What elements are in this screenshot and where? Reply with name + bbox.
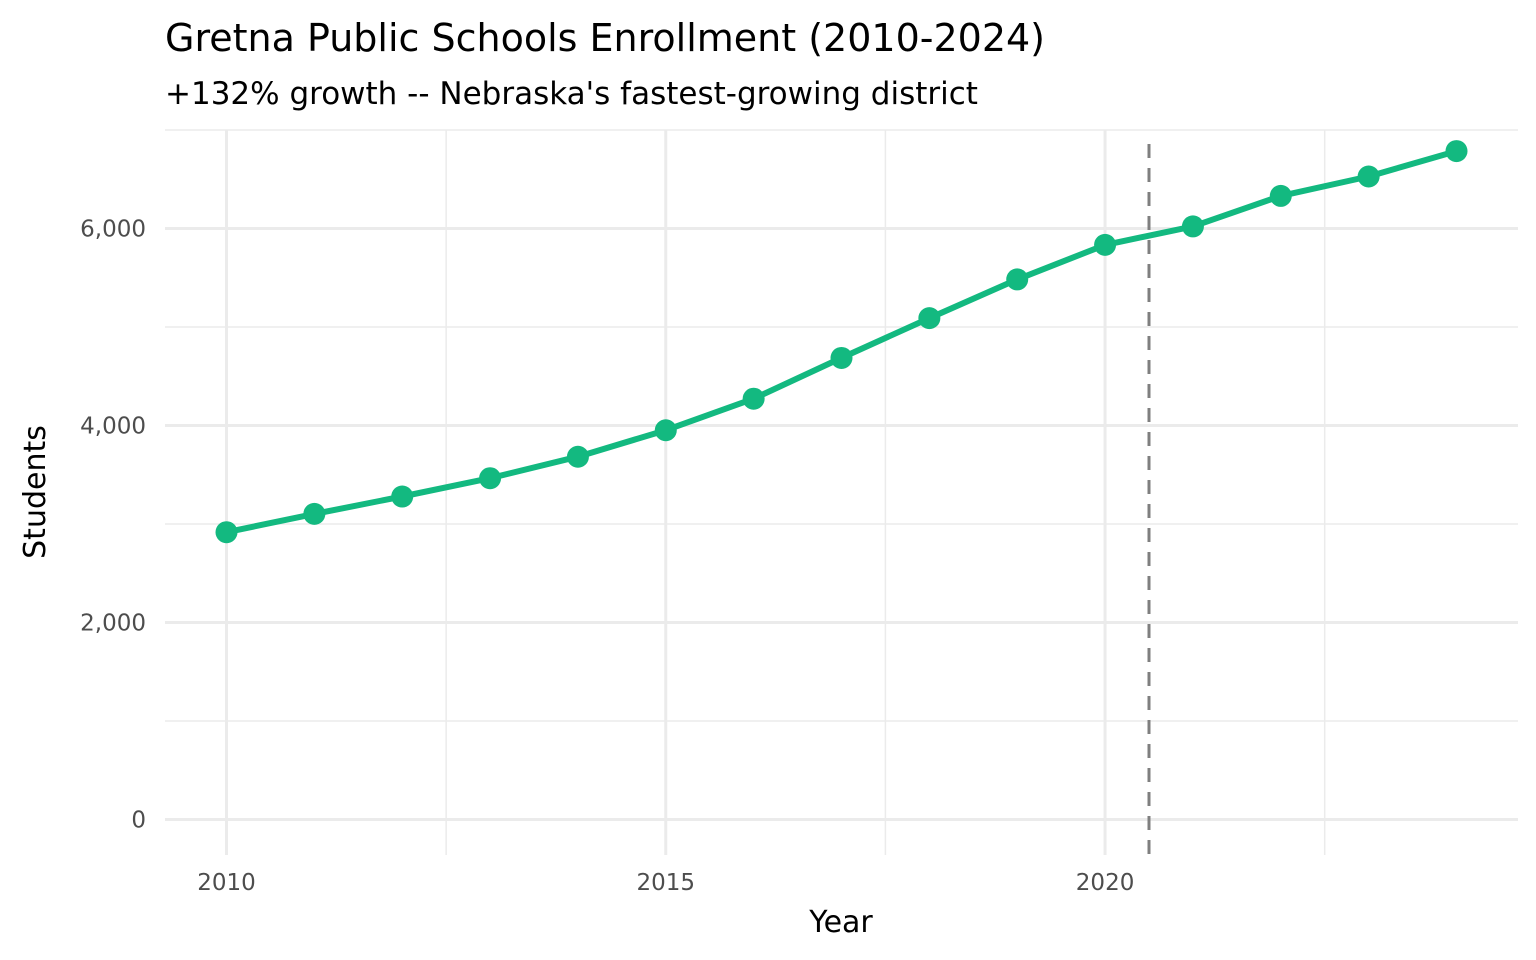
- data-point: [1269, 184, 1292, 207]
- data-point: [918, 307, 941, 330]
- y-tick-label: 2,000: [80, 611, 146, 637]
- data-point: [1445, 140, 1468, 163]
- data-point: [303, 502, 326, 525]
- x-tick-label: 2015: [637, 870, 696, 896]
- y-axis-tick-labels: 0 2,000 4,000 6,000: [80, 217, 146, 834]
- x-tick-label: 2020: [1076, 870, 1135, 896]
- minor-gridlines: [165, 129, 1518, 855]
- major-gridlines: [165, 130, 1518, 855]
- series-line: [223, 148, 1460, 536]
- chart-subtitle: +132% growth -- Nebraska's fastest-growi…: [165, 76, 978, 112]
- x-axis-title: Year: [808, 905, 873, 940]
- y-axis-title: Students: [18, 425, 53, 559]
- data-point: [1181, 215, 1204, 238]
- data-point: [830, 346, 853, 369]
- data-point: [1006, 268, 1029, 291]
- x-axis-tick-labels: 2010 2015 2020: [197, 870, 1134, 896]
- data-point: [391, 485, 414, 508]
- data-point: [1357, 165, 1380, 188]
- data-point: [215, 521, 238, 544]
- data-point: [566, 445, 589, 468]
- data-point: [1094, 233, 1117, 256]
- y-tick-label: 6,000: [80, 217, 146, 243]
- x-tick-label: 2010: [197, 870, 256, 896]
- data-point: [479, 467, 502, 490]
- y-tick-label: 4,000: [80, 414, 146, 440]
- series-layer: [215, 140, 1468, 544]
- data-point: [742, 387, 765, 410]
- chart-title: Gretna Public Schools Enrollment (2010-2…: [165, 16, 1045, 60]
- y-tick-label: 0: [131, 808, 146, 834]
- data-point: [654, 419, 677, 442]
